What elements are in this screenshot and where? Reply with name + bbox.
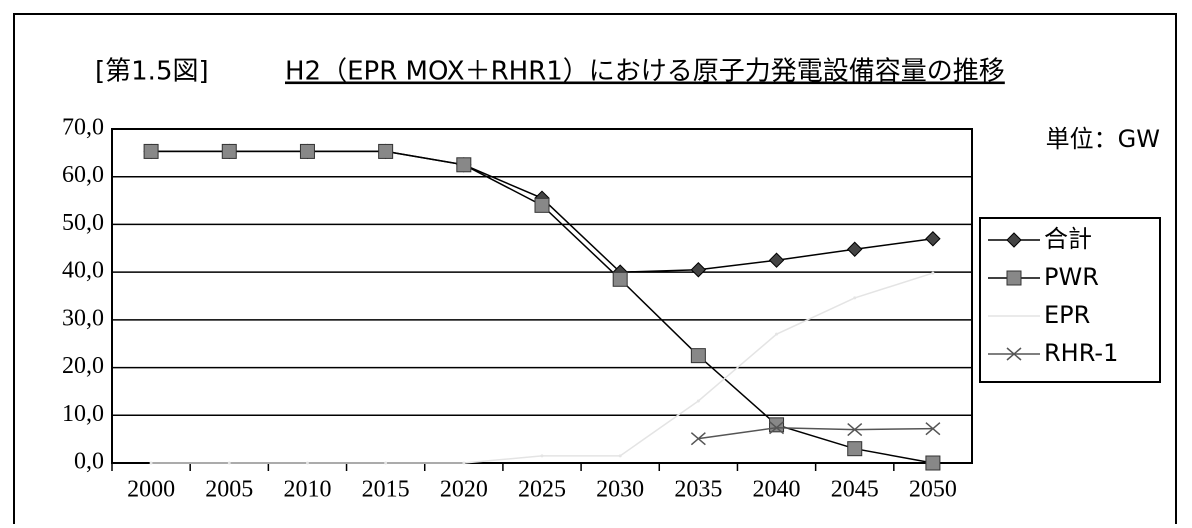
unit-label: 単位：GW: [1046, 125, 1160, 153]
point: [690, 348, 706, 364]
point: [143, 143, 159, 159]
x-tick-label: 2015: [362, 477, 410, 503]
point: [847, 241, 863, 257]
y-tick-label: 40,0: [62, 258, 104, 284]
point: [299, 143, 315, 159]
y-tick-label: 10,0: [62, 401, 104, 427]
point: [305, 461, 309, 465]
x-tick-label: 2035: [674, 477, 722, 503]
frame: [13, 13, 1177, 528]
point: [925, 422, 941, 436]
point: [775, 332, 779, 336]
legend-label: 合計: [1044, 225, 1092, 253]
point: [690, 432, 706, 446]
x-tick-label: 2025: [518, 477, 566, 503]
series-line: [698, 426, 933, 440]
legend-marker: [1006, 347, 1022, 361]
point: [456, 157, 472, 173]
point: [931, 271, 935, 275]
y-tick-label: 0,0: [74, 449, 104, 475]
y-tick-label: 70,0: [62, 115, 104, 141]
x-tick-label: 2010: [283, 477, 331, 503]
point: [769, 421, 785, 435]
y-tick-label: 60,0: [62, 162, 104, 188]
legend-label: PWR: [1044, 263, 1099, 291]
legend-marker: [1006, 232, 1022, 248]
x-tick-label: 2000: [127, 477, 175, 503]
point: [384, 461, 388, 465]
legend-label: EPR: [1044, 301, 1090, 329]
point: [378, 143, 394, 159]
point: [540, 454, 544, 458]
x-tick-label: 2050: [909, 477, 957, 503]
point: [847, 423, 863, 437]
point: [462, 461, 466, 465]
point: [534, 197, 550, 213]
point: [847, 441, 863, 457]
point: [768, 252, 785, 268]
x-tick-label: 2020: [440, 477, 488, 503]
point: [769, 417, 785, 433]
point: [221, 143, 237, 159]
chart-title: [第1.5図]: [95, 57, 209, 87]
point: [925, 455, 941, 471]
plot-frame: [111, 128, 973, 464]
point: [690, 262, 707, 278]
chart-subtitle: H2（EPR MOX＋RHR1）における原子力発電設備容量の推移: [285, 57, 1005, 87]
x-tick-label: 2005: [205, 477, 253, 503]
x-tick-label: 2045: [831, 477, 879, 503]
point: [853, 296, 857, 300]
point: [149, 461, 153, 465]
x-tick-label: 2040: [753, 477, 801, 503]
legend-label: RHR-1: [1044, 339, 1118, 367]
y-tick-label: 30,0: [62, 305, 104, 331]
point: [925, 231, 941, 247]
legend-marker: [1006, 270, 1022, 286]
y-tick-label: 50,0: [62, 210, 104, 236]
point: [227, 461, 231, 465]
point: [612, 271, 628, 287]
y-tick-label: 20,0: [62, 353, 104, 379]
x-tick-label: 2030: [596, 477, 644, 503]
point: [696, 399, 700, 403]
point: [618, 454, 622, 458]
